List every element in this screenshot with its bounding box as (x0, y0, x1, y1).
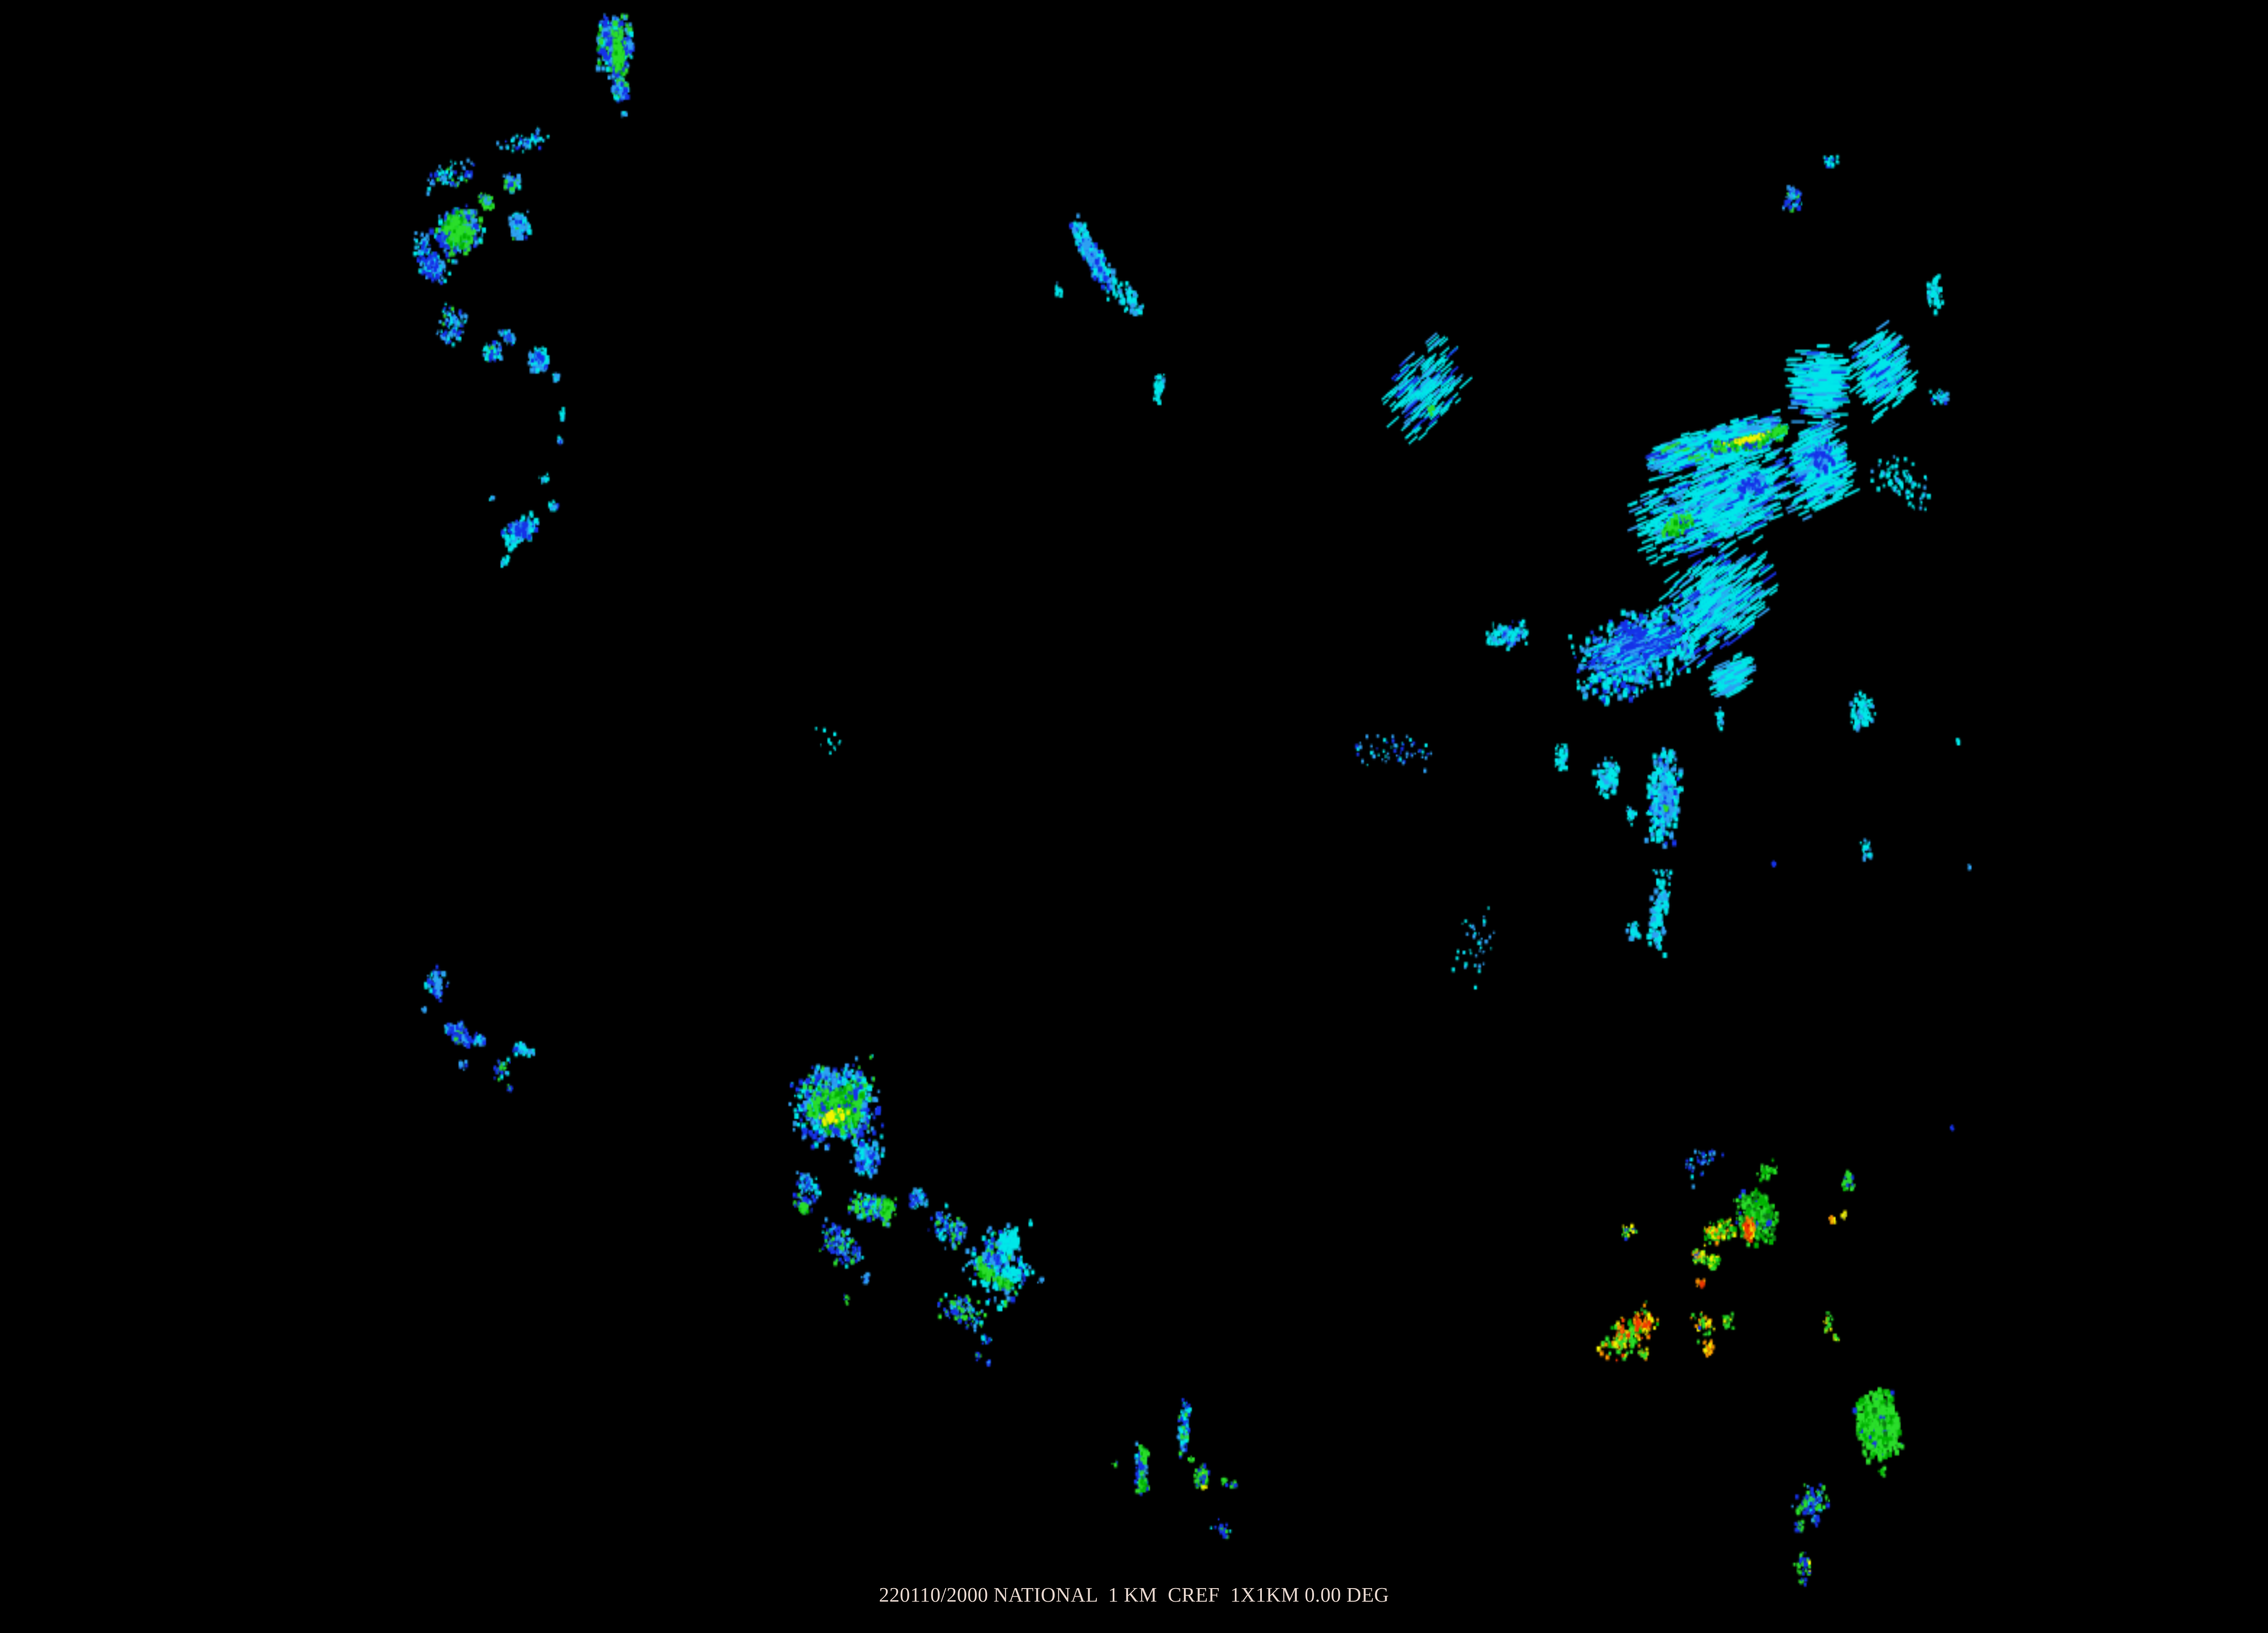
product-caption: 220110/2000 NATIONAL 1 KM CREF 1X1KM 0.0… (879, 1584, 1389, 1607)
